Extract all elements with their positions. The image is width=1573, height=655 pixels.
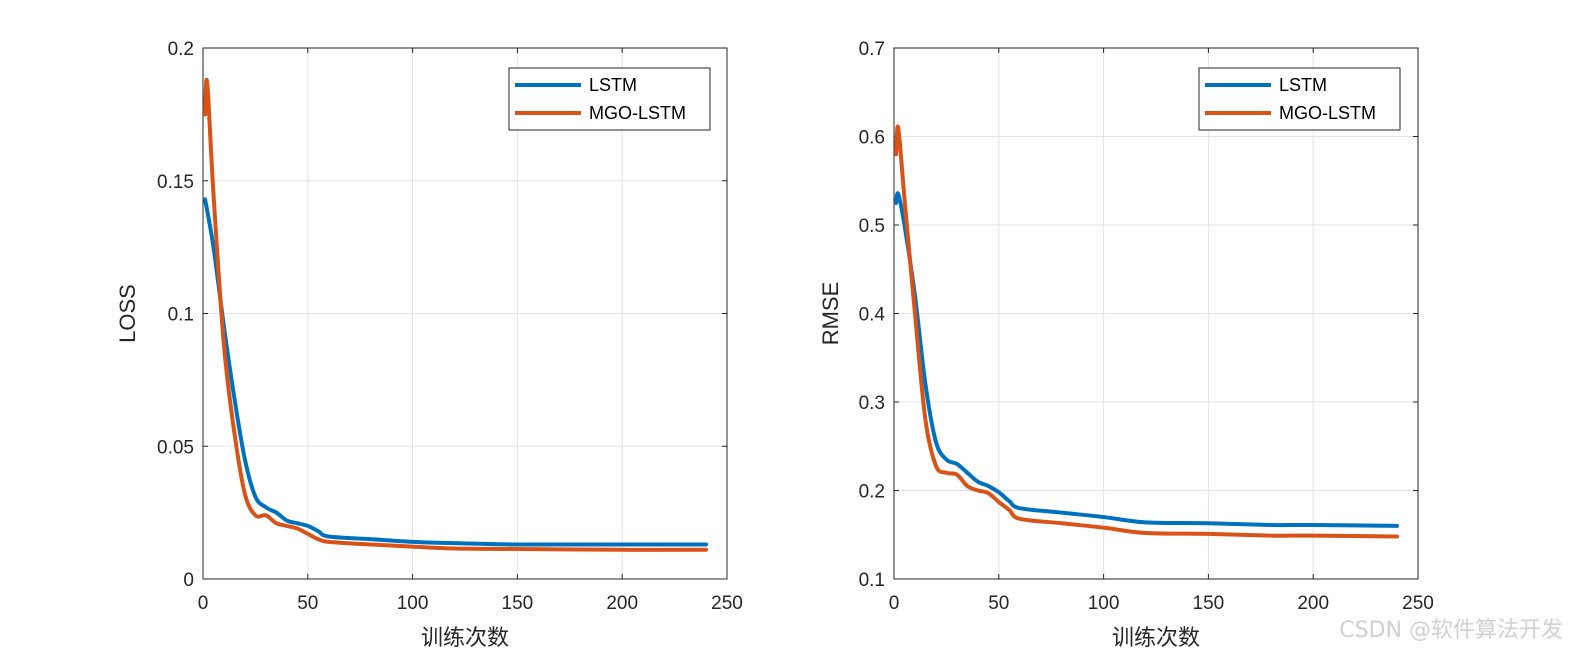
x-tick-label: 250 xyxy=(1402,593,1434,614)
y-tick-label: 0.5 xyxy=(859,216,885,237)
watermark: CSDN @软件算法开发 xyxy=(1339,618,1563,643)
y-tick-label: 0.6 xyxy=(859,128,885,149)
y-axis-label: RMSE xyxy=(818,282,843,346)
series-line-lstm xyxy=(203,197,709,547)
y-tick-label: 0 xyxy=(183,570,194,591)
legend: LSTM MGO-LSTM xyxy=(508,67,711,131)
legend-label: MGO-LSTM xyxy=(1279,103,1376,123)
x-tick-label: 200 xyxy=(606,593,638,614)
legend-box xyxy=(1198,67,1401,131)
y-tick-label: 0.4 xyxy=(859,305,886,326)
x-tick-label: 100 xyxy=(1088,593,1120,614)
y-tick-label: 0.2 xyxy=(168,39,194,60)
x-tick-label: 150 xyxy=(1193,593,1225,614)
y-tick-label: 0.2 xyxy=(859,482,885,503)
y-axis-label: LOSS xyxy=(115,284,140,343)
y-tick-label: 0.3 xyxy=(859,393,885,414)
legend-label: LSTM xyxy=(1279,75,1327,95)
series-line-mgo-lstm xyxy=(203,77,709,552)
x-tick-label: 50 xyxy=(297,593,318,614)
legend-label: MGO-LSTM xyxy=(589,103,686,123)
loss-chart: 0 50 100 150 200 250 0 0.05 0.1 0.15 0.2 训练次数 LOSS LS… xyxy=(115,39,743,650)
series-line-lstm xyxy=(894,191,1400,528)
y-tick-label: 0.1 xyxy=(168,305,194,326)
x-tick-label: 100 xyxy=(397,593,429,614)
y-tick-label: 0.7 xyxy=(859,39,885,60)
x-tick-label: 50 xyxy=(988,593,1009,614)
x-tick-label: 200 xyxy=(1297,593,1329,614)
x-axis-label: 训练次数 xyxy=(421,625,509,650)
x-axis-label: 训练次数 xyxy=(1112,625,1200,650)
x-tick-label: 0 xyxy=(198,593,209,614)
y-tick-label: 0.15 xyxy=(157,172,194,193)
legend: LSTM MGO-LSTM xyxy=(1198,67,1401,131)
legend-label: LSTM xyxy=(589,75,637,95)
x-tick-label: 0 xyxy=(889,593,900,614)
x-tick-label: 150 xyxy=(502,593,534,614)
x-tick-label: 250 xyxy=(711,593,743,614)
y-tick-label: 0.1 xyxy=(859,570,885,591)
series-line-mgo-lstm xyxy=(894,124,1400,539)
rmse-chart: 0 50 100 150 200 250 0.1 0.2 0.3 0.4 0.5 0.6 0.7 训练次数… xyxy=(818,39,1434,650)
legend-box xyxy=(508,67,711,131)
y-tick-label: 0.05 xyxy=(157,437,194,458)
